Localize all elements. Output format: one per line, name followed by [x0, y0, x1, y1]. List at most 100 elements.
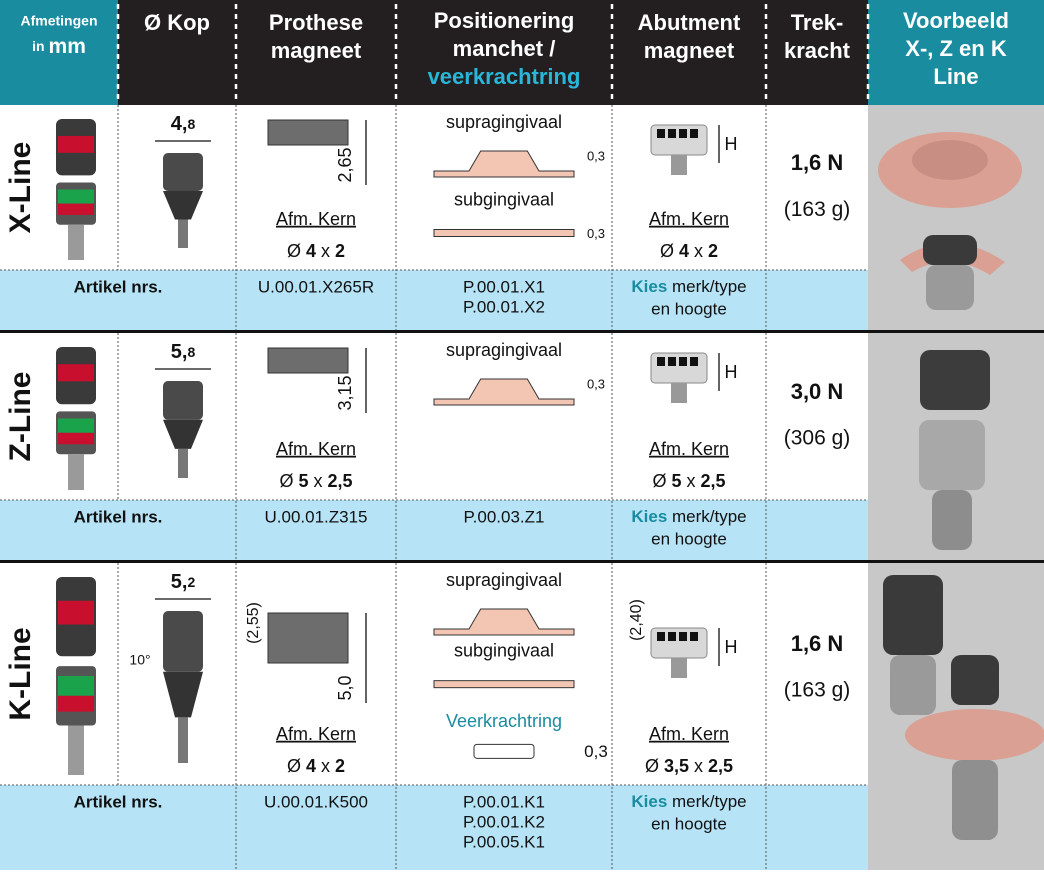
kern-label: Afm. Kern — [649, 439, 729, 459]
article-number: U.00.01.Z315 — [264, 507, 367, 526]
illustration — [58, 364, 94, 381]
mass-value: (163 g) — [784, 679, 851, 702]
kern-label: Afm. Kern — [649, 209, 729, 229]
kern-dims: Ø 4 x 2 — [287, 756, 345, 776]
mass-value: (163 g) — [784, 198, 851, 221]
article-note-part: merk/type — [667, 792, 746, 811]
article-note-part: Kies — [631, 277, 667, 296]
kern-dims: Ø 4 x 2 — [660, 241, 718, 261]
illustration — [178, 717, 188, 763]
article-number: P.00.01.K2 — [463, 812, 545, 831]
force-value: 1,6 N — [791, 631, 844, 656]
article-number: U.00.01.K500 — [264, 792, 368, 811]
illustration — [905, 709, 1044, 761]
article-label: Artikel nrs. — [74, 792, 163, 811]
thickness-label: 0,3 — [587, 376, 605, 391]
article-note: en hoogte — [651, 299, 727, 318]
article-note: Kies merk/type — [631, 277, 746, 296]
illustration — [268, 613, 348, 663]
illustration — [690, 632, 698, 641]
illustration — [58, 601, 94, 625]
article-number: P.00.01.X2 — [463, 297, 545, 316]
dimension-label: (2,40) — [628, 599, 645, 641]
article-number: P.00.03.Z1 — [464, 507, 545, 526]
illustration — [68, 225, 84, 260]
illustration — [679, 129, 687, 138]
illustration — [163, 153, 203, 191]
dimension-label: (2,55) — [245, 602, 262, 644]
label-part: 8 — [187, 116, 195, 132]
dimension-label: H — [725, 637, 738, 657]
label-part: 5, — [171, 571, 188, 593]
illustration — [163, 191, 203, 220]
header-label: veerkrachtring — [428, 64, 581, 89]
positionering-label: supragingivaal — [446, 340, 562, 360]
article-label: Artikel nrs. — [74, 277, 163, 296]
label-part: 2 — [335, 241, 345, 261]
dimension-label: 5,8 — [171, 341, 196, 363]
article-label: Artikel nrs. — [74, 507, 163, 526]
illustration — [690, 357, 698, 366]
label-part: Ø — [287, 241, 306, 261]
label-part: Ø — [279, 471, 298, 491]
label-part: Ø — [287, 756, 306, 776]
illustration — [68, 454, 84, 490]
label-part: Ø — [645, 756, 664, 776]
line-name: K-Line — [4, 627, 37, 720]
article-note-part: Kies — [631, 792, 667, 811]
dimension-label: 5,0 — [335, 675, 355, 700]
label-part: 2 — [708, 241, 718, 261]
header-label: X-, Z en K — [905, 36, 1007, 61]
thickness-label: 0,3 — [584, 742, 608, 761]
illustration — [58, 433, 94, 444]
kern-label: Afm. Kern — [276, 724, 356, 744]
illustration — [890, 655, 936, 715]
article-number: U.00.01.X265R — [258, 277, 374, 296]
thickness-label: 0,3 — [587, 148, 605, 163]
label-part: 3,5 — [664, 756, 689, 776]
illustration — [668, 632, 676, 641]
positionering-label: Veerkrachtring — [446, 711, 562, 731]
header-label: Afmetingen — [21, 13, 98, 29]
illustration — [434, 379, 574, 405]
label-part: 2 — [187, 574, 195, 590]
label-part: x — [316, 756, 335, 776]
illustration — [58, 696, 94, 712]
label-part: 4 — [306, 756, 316, 776]
dimension-label: 3,15 — [335, 375, 355, 410]
illustration — [912, 140, 988, 180]
label-part: 4, — [171, 113, 188, 135]
illustration — [434, 230, 574, 237]
illustration — [657, 129, 665, 138]
mass-value: (306 g) — [784, 427, 851, 450]
illustration — [671, 383, 687, 403]
header-label: Positionering — [434, 8, 575, 33]
illustration — [668, 129, 676, 138]
positionering-label: subgingivaal — [454, 189, 554, 209]
positionering-label: supragingivaal — [446, 112, 562, 132]
illustration — [163, 420, 203, 449]
article-note: en hoogte — [651, 814, 727, 833]
illustration — [679, 632, 687, 641]
illustration — [923, 235, 977, 265]
illustration — [671, 658, 687, 678]
header-label: magneet — [271, 38, 362, 63]
illustration — [932, 490, 972, 550]
illustration — [951, 655, 999, 705]
illustration — [58, 419, 94, 433]
label-part: 8 — [187, 344, 195, 360]
dimension-label: 5,2 — [171, 571, 196, 593]
label-part: 5 — [298, 471, 308, 491]
illustration — [668, 357, 676, 366]
dimension-label: 4,8 — [171, 113, 196, 135]
illustration — [268, 120, 348, 145]
header-label: Ø Kop — [144, 10, 210, 35]
article-note-part: merk/type — [667, 277, 746, 296]
illustration — [926, 265, 974, 310]
illustration — [178, 449, 188, 478]
header-part: in — [32, 38, 44, 54]
kern-label: Afm. Kern — [276, 209, 356, 229]
header-label: manchet / — [453, 36, 556, 61]
thickness-label: 0,3 — [587, 226, 605, 241]
illustration — [163, 672, 203, 718]
